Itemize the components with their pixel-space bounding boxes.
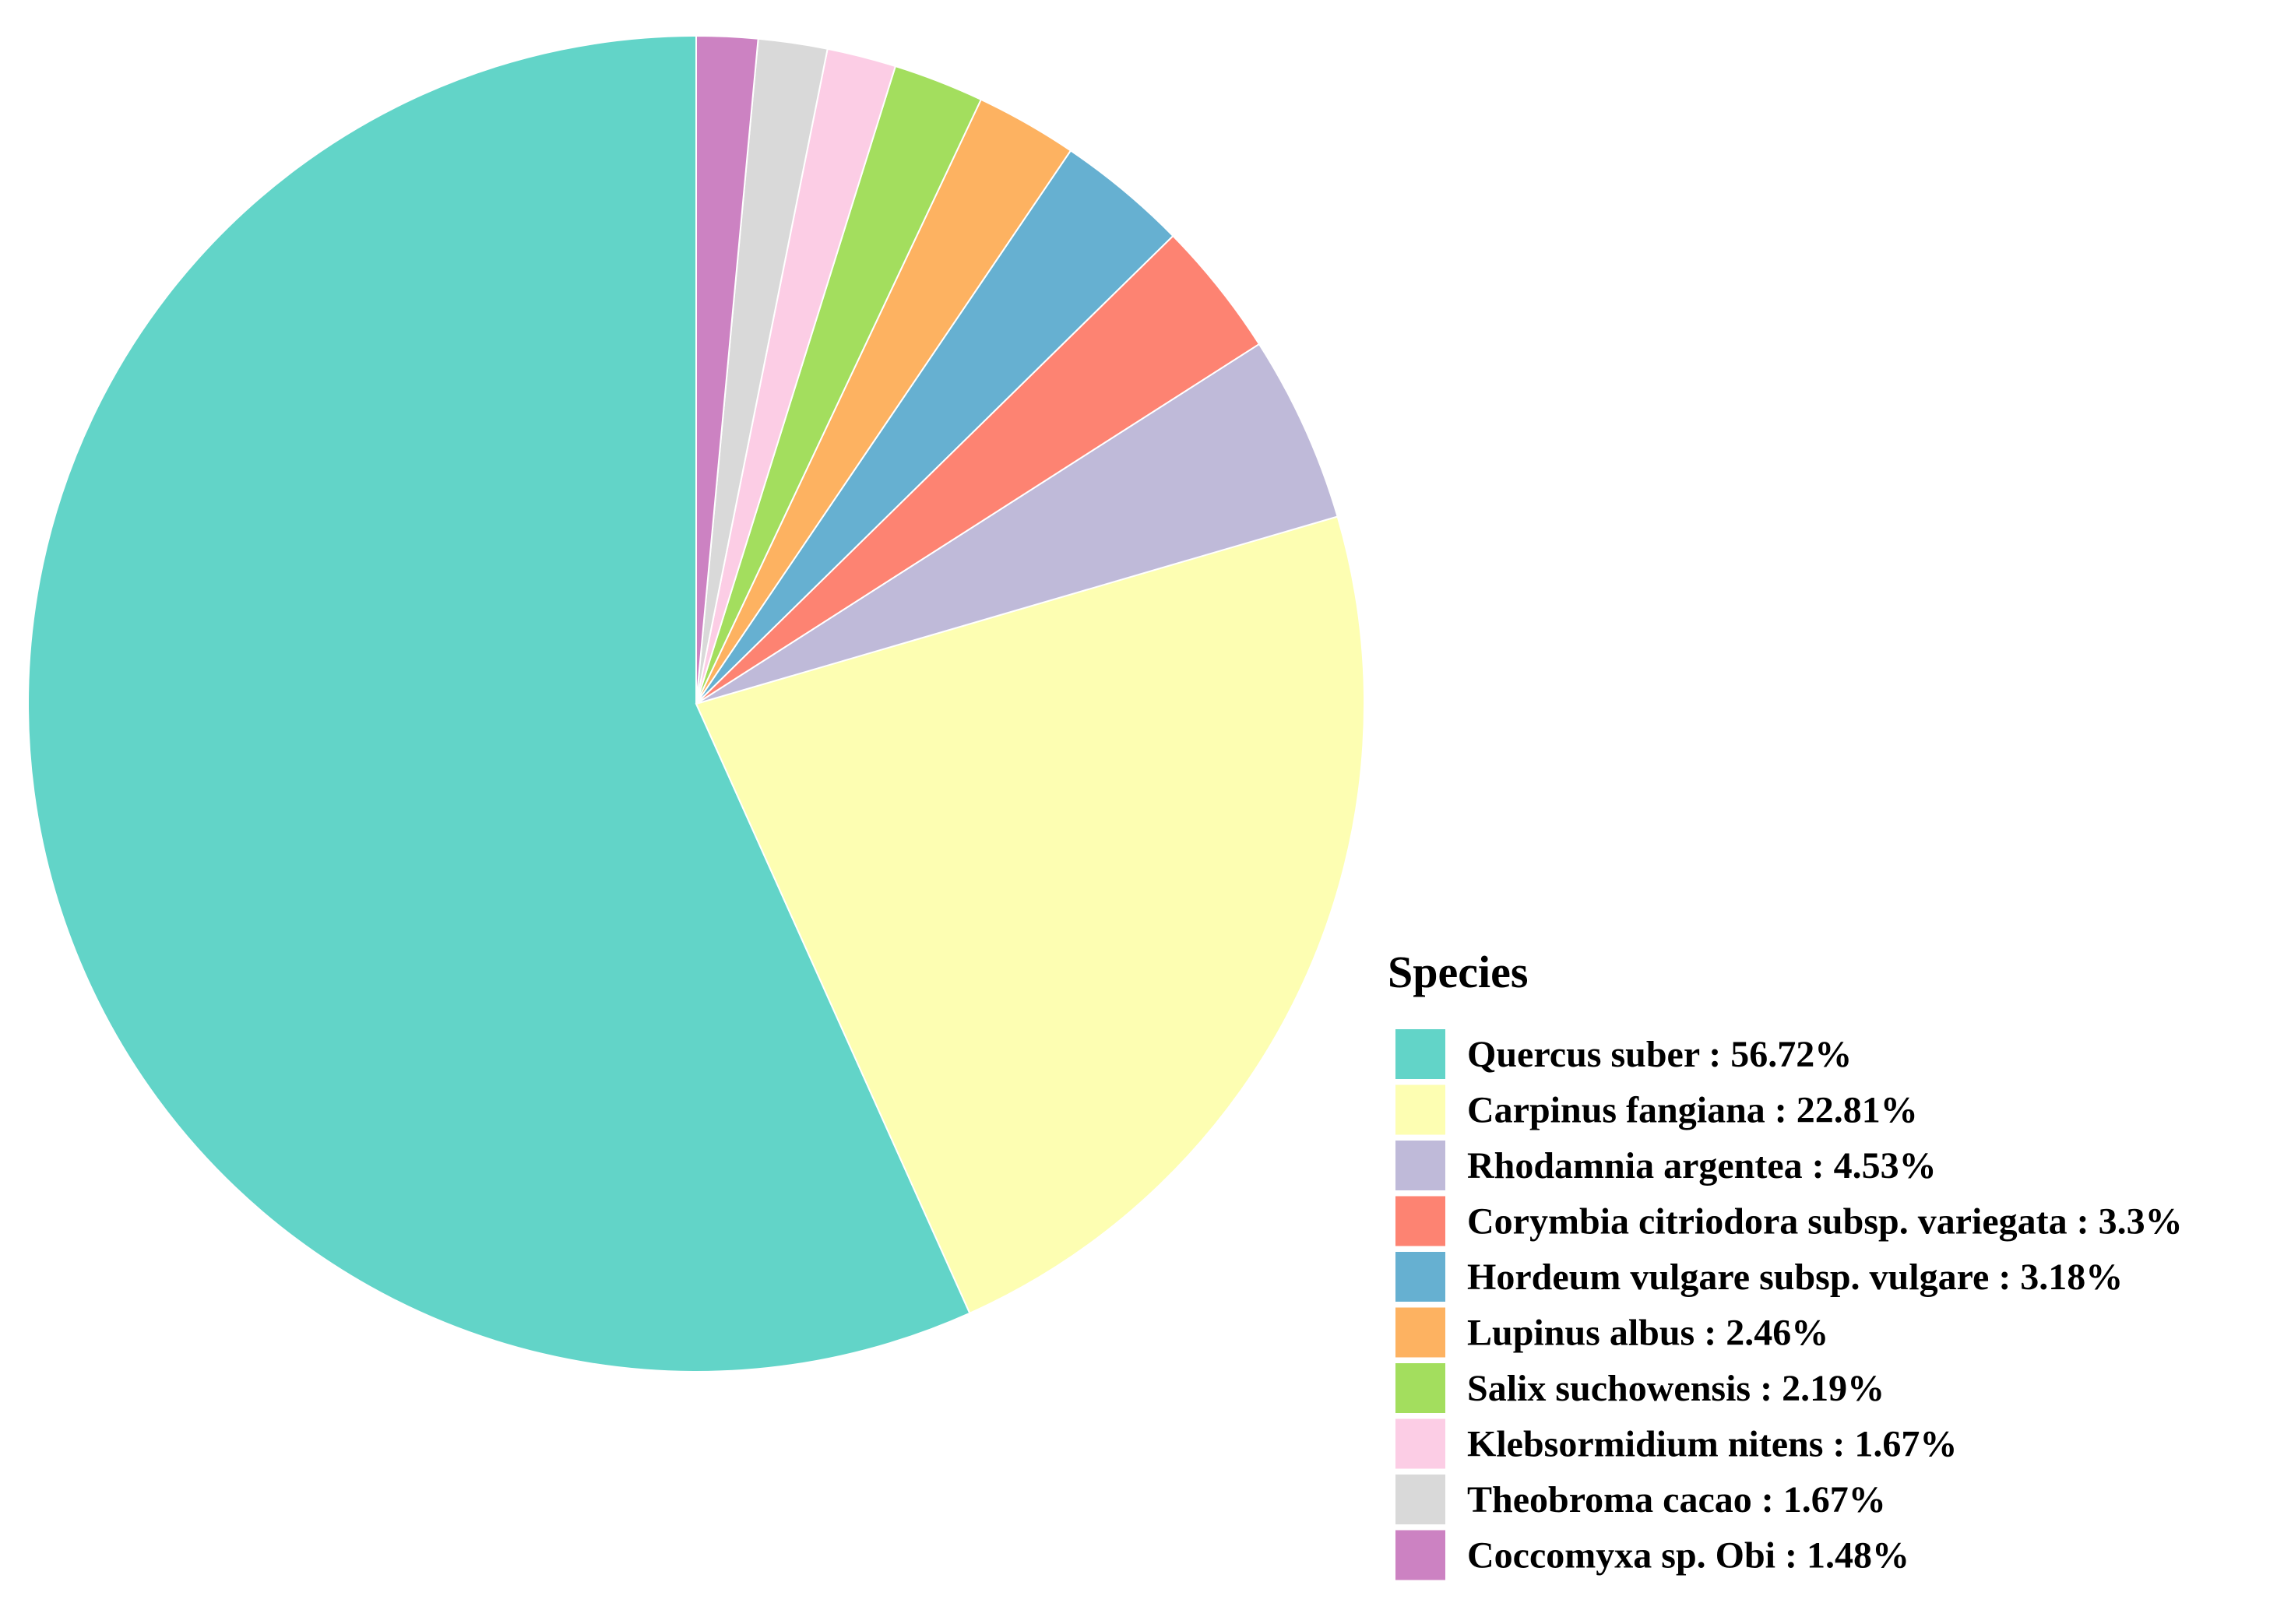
legend-label-corymbia-citriodora-subsp-variegata: Corymbia citriodora subsp. variegata : 3… <box>1467 1201 2183 1243</box>
legend-label-quercus-suber: Quercus suber : 56.72% <box>1467 1034 1852 1075</box>
legend-items: Quercus suber : 56.72% Carpinus fangiana … <box>1395 1029 2183 1580</box>
legend-label-salix-suchowensis: Salix suchowensis : 2.19% <box>1467 1368 1885 1409</box>
legend-label-klebsormidium-nitens: Klebsormidium nitens : 1.67% <box>1467 1424 1957 1465</box>
legend-key-klebsormidium-nitens <box>1395 1418 1445 1469</box>
legend-label-coccomyxa-sp-obi: Coccomyxa sp. Obi : 1.48% <box>1467 1535 1909 1577</box>
legend-label-lupinus-albus: Lupinus albus : 2.46% <box>1467 1313 1828 1354</box>
legend-label-rhodamnia-argentea: Rhodamnia argentea : 4.53% <box>1467 1145 1937 1186</box>
legend-title: Species <box>1388 947 1528 997</box>
legend-label-theobroma-cacao: Theobroma cacao : 1.67% <box>1467 1479 1886 1520</box>
legend-key-rhodamnia-argentea <box>1395 1141 1445 1190</box>
legend: Species Quercus suber : 56.72% Carpinus f… <box>1388 947 2183 1580</box>
legend-label-carpinus-fangiana: Carpinus fangiana : 22.81% <box>1467 1090 1918 1131</box>
legend-label-hordeum-vulgare-subsp-vulgare: Hordeum vulgare subsp. vulgare : 3.18% <box>1467 1257 2123 1298</box>
pie-slice-carpinus-fangiana <box>695 515 1365 1315</box>
legend-key-corymbia-citriodora-subsp-variegata <box>1395 1196 1445 1246</box>
pie-slice-rhodamnia-argentea <box>695 343 1339 705</box>
legend-key-carpinus-fangiana <box>1395 1084 1445 1135</box>
legend-key-quercus-suber <box>1395 1029 1445 1079</box>
pie-slice-quercus-suber <box>27 34 971 1373</box>
pie-slices <box>27 34 1365 1373</box>
legend-key-lupinus-albus <box>1395 1307 1445 1358</box>
legend-key-coccomyxa-sp-obi <box>1395 1530 1445 1580</box>
legend-key-theobroma-cacao <box>1395 1475 1445 1524</box>
legend-key-hordeum-vulgare-subsp-vulgare <box>1395 1252 1445 1302</box>
pie-slice-coccomyxa-sp-obi <box>695 34 759 705</box>
legend-key-salix-suchowensis <box>1395 1363 1445 1413</box>
